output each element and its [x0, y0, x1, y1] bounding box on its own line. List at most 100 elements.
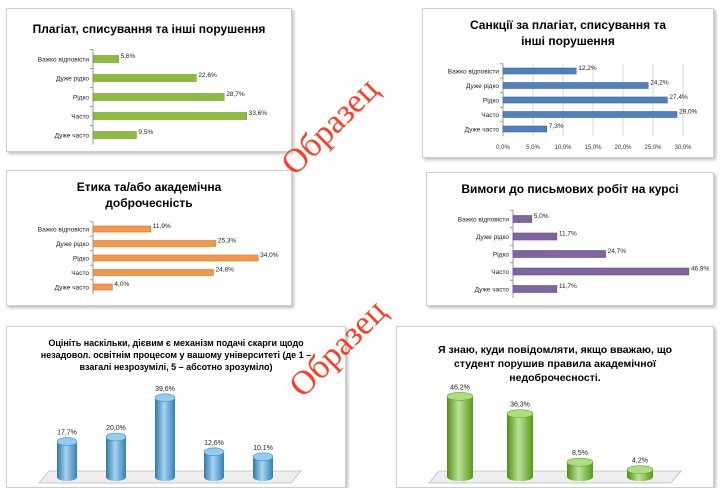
category-label: Дуже рідко [476, 233, 509, 241]
chart-panel-reporting: Я знаю, куди повідомляти, якщо вважаю, щ… [396, 326, 714, 488]
data-label: 12,2% [578, 65, 597, 72]
chart-title: Я знаю, куди повідомляти, якщо вважаю, щ… [438, 344, 672, 385]
data-label: 10,1% [253, 445, 273, 452]
data-label: 8,5% [572, 450, 588, 457]
data-label: 11,7% [559, 231, 577, 238]
data-label: 25,3% [218, 238, 237, 245]
category-label: Дуже рідко [466, 82, 499, 90]
bar [92, 254, 259, 262]
category-label: Рідко [483, 97, 499, 105]
bar [92, 55, 119, 63]
x-tick-label: 20,0% [614, 145, 632, 151]
x-tick-label: 15,0% [584, 145, 602, 151]
bar [92, 240, 217, 247]
category-label: Дуже часто [55, 133, 90, 140]
data-label: 22,6% [198, 72, 217, 79]
bar [502, 82, 649, 89]
chart-panel-requirements: Вимоги до письмових робіт на курсі Важко… [426, 172, 714, 306]
data-label: 24,8% [215, 267, 234, 274]
x-tick-label: 30,0% [674, 145, 692, 151]
category-label: Дуже часто [465, 127, 500, 134]
category-label: Часто [71, 114, 89, 121]
data-label: 11,9% [153, 223, 171, 230]
chart-ethics: Важко відповісти 11,9% Дуже рідко 25,3% Рідк… [38, 221, 279, 295]
bar-top [626, 465, 654, 474]
x-tick-label: 10,0% [554, 145, 572, 151]
x-tick-label: 25,0% [644, 145, 662, 151]
category-label: Часто [481, 112, 499, 119]
chart-sanctions: 0,0% 5,0% 10,0% 15,0% 20,0% 25,0% 30,0% Важко в… [448, 63, 698, 151]
chart-panel-plagiarism: Плагіат, списування та інші порушення Ва… [6, 8, 292, 152]
bar [253, 456, 273, 481]
category-label: Дуже часто [55, 285, 90, 292]
data-label: 20,0% [106, 425, 126, 432]
bar [92, 225, 152, 233]
bar [447, 396, 473, 481]
bar [106, 437, 126, 481]
category-label: Дуже часто [475, 287, 510, 294]
bar-top [154, 393, 176, 403]
bar-top [56, 437, 78, 446]
chart-requirements: Важко відповісти 5,0% Дуже рідко 11,7% Рідко… [458, 209, 710, 298]
data-label: 17,7% [57, 430, 77, 437]
category-label: Важко відповісти [38, 56, 90, 64]
data-label: 39,6% [155, 386, 175, 393]
bar [512, 215, 533, 223]
bar [567, 462, 593, 481]
bar [512, 250, 606, 258]
category-label: Рідко [73, 255, 89, 263]
bar [204, 451, 224, 481]
bar [57, 441, 77, 481]
bar [512, 285, 558, 293]
category-label: Важко відповісти [38, 226, 90, 234]
data-label: 28,7% [226, 91, 245, 98]
category-label: Часто [491, 269, 509, 276]
bar [512, 232, 558, 241]
bar-top [203, 447, 225, 457]
bar [155, 397, 175, 481]
data-label: 7,3% [549, 123, 564, 130]
chart-title: Етика та/або академічна доброчесність [76, 180, 222, 211]
data-label: 4,0% [114, 281, 129, 288]
data-label: 24,7% [608, 248, 627, 255]
chart-panel-complaint: Оцініть наскільки, дієвим є механізм под… [6, 326, 346, 488]
bar-top [506, 409, 534, 418]
chart-plagiarism: Важко відповісти 5,6% Дуже рідко 22,6% Рідко… [38, 49, 268, 145]
category-label: Важко відповісти [458, 216, 510, 224]
bar-top [446, 392, 474, 401]
data-label: 27,4% [669, 94, 688, 101]
bar-top [252, 452, 274, 462]
data-label: 4,2% [632, 458, 648, 465]
chart-panel-ethics: Етика та/або академічна доброчесність Ва… [6, 170, 292, 306]
data-label: 9,5% [138, 129, 153, 136]
category-label: Важко відповісти [448, 68, 500, 76]
data-label: 46,2% [450, 384, 470, 391]
bar-top [566, 457, 594, 467]
category-label: Рідко [73, 94, 89, 102]
data-label: 29,0% [679, 109, 698, 116]
bar [512, 267, 690, 276]
data-label: 11,7% [559, 283, 577, 290]
chart-reporting: 46,2% 36,3% 8,5% 4,2% [428, 384, 682, 484]
data-label: 33,6% [249, 110, 268, 117]
data-label: 46,9% [691, 266, 710, 273]
category-label: Рідко [493, 251, 509, 259]
bar [92, 283, 113, 291]
chart-title: Вимоги до письмових робіт на курсі [461, 182, 679, 196]
bar [92, 112, 247, 120]
bar [92, 131, 137, 139]
category-label: Дуже рідко [56, 75, 89, 83]
chart-title: Санкції за плагіат, списування та інші п… [469, 18, 667, 49]
chart-title: Оцініть наскільки, дієвим є механізм под… [40, 338, 312, 373]
category-label: Часто [71, 270, 89, 277]
chart-panel-sanctions: Санкції за плагіат, списування та інші п… [422, 8, 714, 158]
data-label: 5,6% [121, 53, 136, 60]
data-label: 12,6% [204, 440, 224, 447]
bar [92, 269, 214, 276]
bar [502, 67, 577, 75]
bar [502, 111, 678, 118]
data-label: 36,3% [510, 402, 530, 409]
x-tick-label: 0,0% [496, 145, 510, 151]
chart-title: Плагіат, списування та інші порушення [32, 22, 266, 36]
bar-top [105, 432, 127, 442]
